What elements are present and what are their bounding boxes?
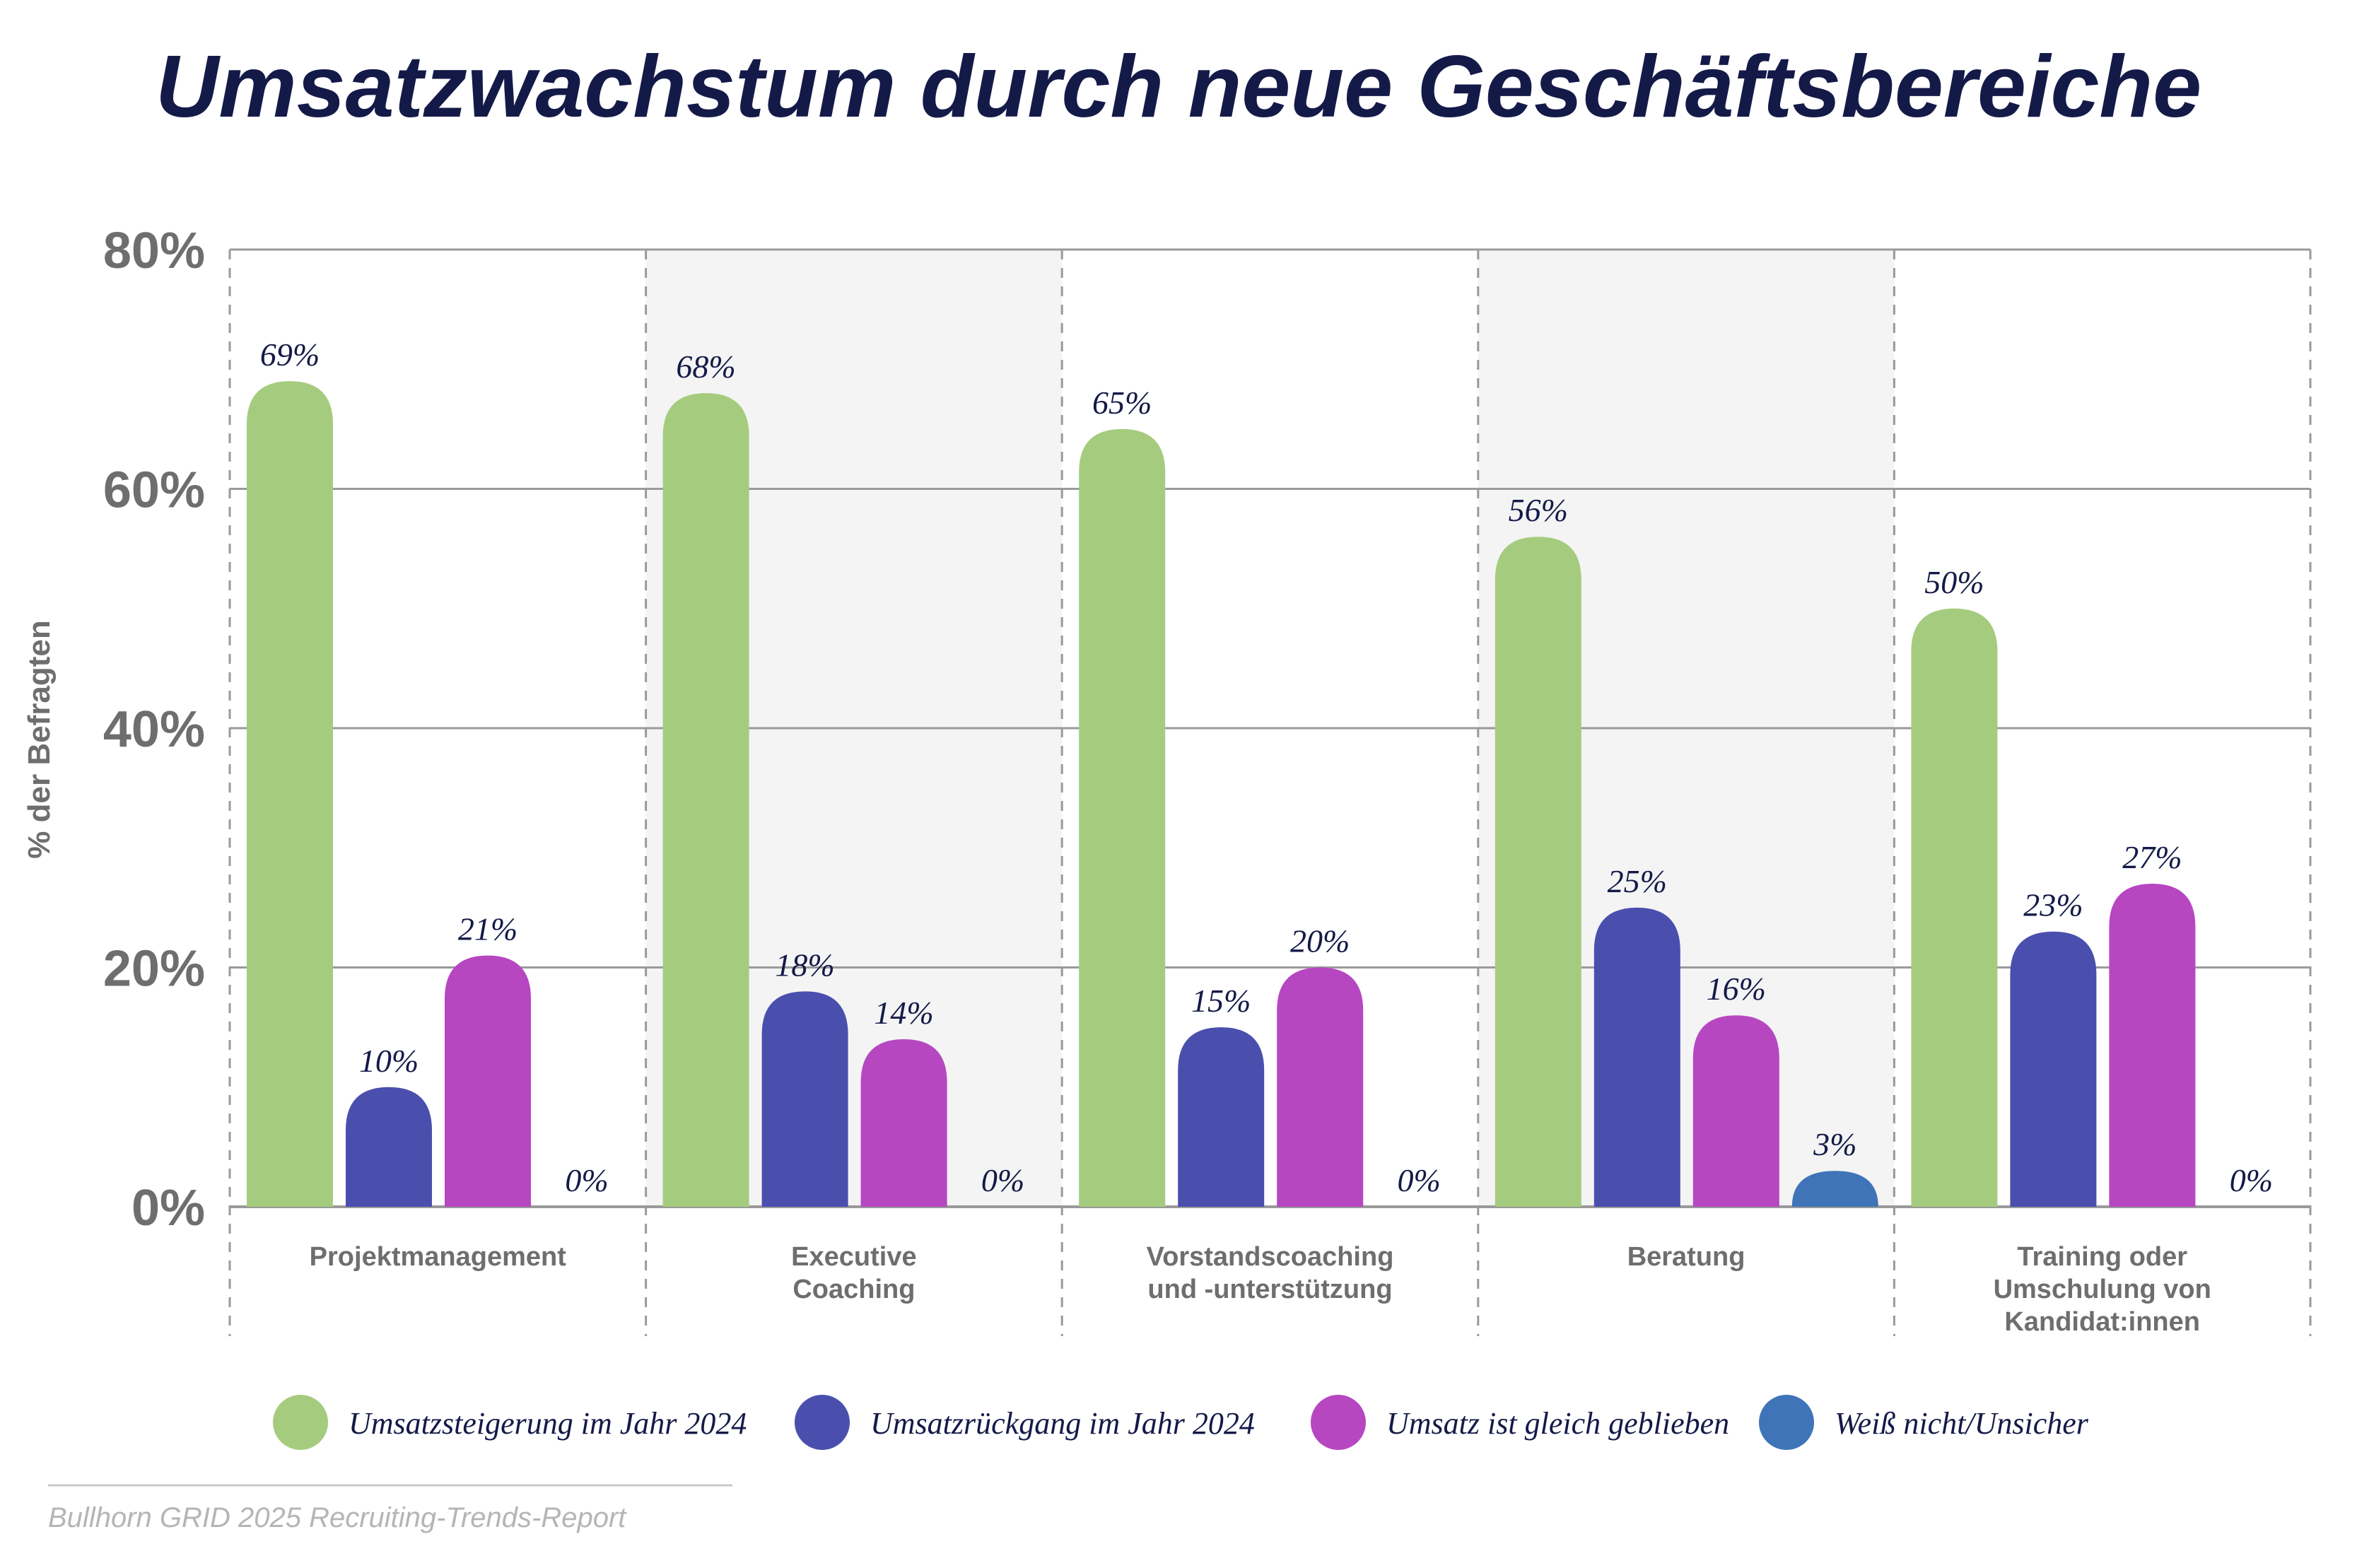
bar xyxy=(445,955,531,1207)
data-label: 50% xyxy=(1924,564,1984,600)
data-label: 3% xyxy=(1813,1126,1856,1162)
data-label: 18% xyxy=(775,947,834,983)
bar xyxy=(1277,967,1364,1207)
bar xyxy=(1593,907,1680,1207)
bar xyxy=(1791,1171,1878,1207)
chart-title: Umsatzwachstum durch neue Geschäftsberei… xyxy=(156,38,2201,136)
legend-swatch xyxy=(795,1395,850,1450)
legend-label: Umsatz ist gleich geblieben xyxy=(1386,1406,1729,1441)
data-label: 0% xyxy=(565,1162,608,1198)
bar xyxy=(761,991,848,1207)
category-label: Projektmanagement xyxy=(310,1242,567,1272)
bar xyxy=(1911,608,1998,1207)
category-label: und -unterstützung xyxy=(1147,1275,1392,1304)
bar xyxy=(1079,428,1166,1207)
category-label: Training oder xyxy=(2017,1242,2187,1272)
data-label: 27% xyxy=(2122,839,2182,875)
y-tick-label: 80% xyxy=(103,223,205,279)
data-label: 0% xyxy=(1398,1162,1441,1198)
source-text: Bullhorn GRID 2025 Recruiting-Trends-Rep… xyxy=(48,1502,627,1533)
legend-swatch xyxy=(1759,1395,1814,1450)
y-axis-label: % der Befragten xyxy=(22,620,57,858)
bar xyxy=(2010,931,2097,1207)
data-label: 23% xyxy=(2023,887,2083,923)
data-label: 56% xyxy=(1509,492,1568,528)
y-tick-label: 60% xyxy=(103,462,205,519)
data-label: 16% xyxy=(1707,971,1766,1007)
bar xyxy=(2109,884,2196,1207)
bar xyxy=(1178,1027,1265,1207)
bar xyxy=(860,1039,947,1207)
legend-swatch xyxy=(273,1395,328,1450)
legend-swatch xyxy=(1311,1395,1366,1450)
category-label: Umschulung von xyxy=(1994,1275,2211,1304)
legend-label: Umsatzrückgang im Jahr 2024 xyxy=(870,1406,1255,1441)
data-label: 14% xyxy=(874,995,933,1031)
data-label: 0% xyxy=(2230,1162,2273,1198)
category-label: Coaching xyxy=(793,1275,915,1304)
bar xyxy=(346,1087,432,1207)
legend-label: Weiß nicht/Unsicher xyxy=(1835,1406,2089,1441)
y-tick-label: 20% xyxy=(103,941,205,997)
data-label: 20% xyxy=(1290,923,1350,959)
bar xyxy=(247,381,333,1207)
data-label: 15% xyxy=(1191,983,1251,1019)
data-label: 65% xyxy=(1092,385,1152,421)
bar xyxy=(1692,1015,1779,1207)
data-label: 25% xyxy=(1608,863,1667,899)
legend-label: Umsatzsteigerung im Jahr 2024 xyxy=(349,1406,747,1441)
bar xyxy=(662,393,749,1207)
data-label: 68% xyxy=(676,349,735,385)
data-label: 0% xyxy=(981,1162,1024,1198)
category-label: Executive xyxy=(791,1242,916,1272)
data-label: 21% xyxy=(458,911,517,947)
data-label: 10% xyxy=(359,1043,419,1079)
bar xyxy=(1495,537,1581,1207)
data-label: 69% xyxy=(260,337,320,373)
y-tick-label: 40% xyxy=(103,701,205,758)
category-label: Vorstandscoaching xyxy=(1147,1242,1394,1272)
category-label: Kandidat:innen xyxy=(2004,1307,2200,1337)
category-label: Beratung xyxy=(1627,1242,1745,1272)
y-tick-label: 0% xyxy=(131,1180,205,1236)
